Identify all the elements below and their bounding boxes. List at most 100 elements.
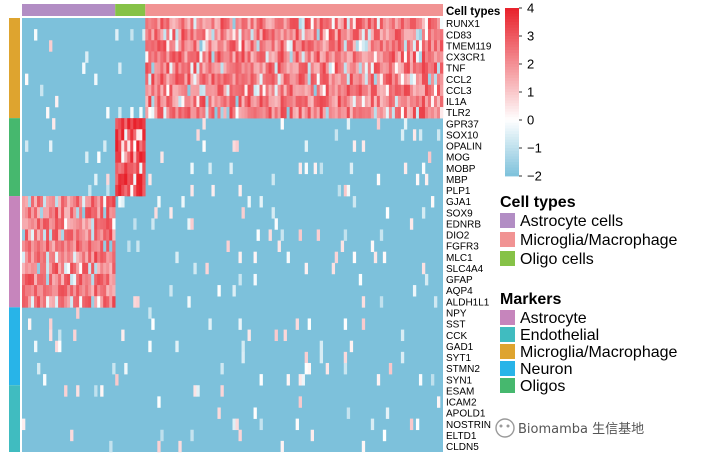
heatmap-cell <box>358 62 363 74</box>
heatmap-cell <box>169 62 173 74</box>
heatmap-cell <box>181 196 185 208</box>
heatmap-cell <box>400 18 405 30</box>
heatmap-cell <box>82 62 86 74</box>
heatmap-cell <box>409 40 414 52</box>
heatmap-cell <box>226 18 230 30</box>
heatmap-cell <box>358 273 363 286</box>
heatmap-cell <box>244 29 248 41</box>
heatmap-cell <box>244 84 248 97</box>
heatmap-cell <box>292 84 296 97</box>
heatmap-cell <box>220 18 224 30</box>
heatmap-cell <box>325 62 330 74</box>
heatmap-cell <box>58 251 62 264</box>
heatmap-cell <box>169 29 173 41</box>
legend-item-label: Microglia/Macrophage <box>520 344 678 361</box>
colorbar-segment <box>505 131 519 135</box>
heatmap-cell <box>100 240 104 252</box>
heatmap-cell <box>406 107 411 119</box>
heatmap-cell <box>415 62 420 74</box>
heatmap-cell <box>217 407 221 419</box>
heatmap-cell <box>184 40 188 52</box>
heatmap-cell <box>229 84 233 97</box>
heatmap-cell <box>232 95 236 108</box>
gene-label: CCK <box>446 331 467 342</box>
heatmap-cell <box>427 107 432 119</box>
heatmap-cell <box>70 196 74 208</box>
heatmap-cell <box>97 196 101 208</box>
heatmap-cell <box>352 18 357 30</box>
heatmap-cell <box>352 84 357 97</box>
heatmap-cell <box>202 18 206 30</box>
heatmap-cell <box>235 107 239 119</box>
heatmap-cell <box>139 118 143 130</box>
colorbar-segment <box>505 44 519 48</box>
heatmap-cell <box>139 162 143 175</box>
heatmap-cell <box>157 73 161 86</box>
heatmap-cell <box>343 107 348 119</box>
heatmap-cell <box>301 73 305 86</box>
heatmap-cell <box>211 62 215 74</box>
heatmap-cell <box>31 229 35 241</box>
heatmap-cell <box>343 73 348 86</box>
gene-label: GAD1 <box>446 342 474 353</box>
heatmap-cell <box>115 162 119 175</box>
heatmap-cell <box>223 51 227 63</box>
legend-title: Cell types <box>500 194 576 211</box>
heatmap-cell <box>70 273 74 286</box>
heatmap-cell <box>295 418 299 431</box>
heatmap-cell <box>427 51 432 63</box>
heatmap-cell <box>103 262 107 275</box>
heatmap-cell <box>292 107 296 119</box>
heatmap-cell <box>262 107 266 119</box>
marker-annotation-segment <box>9 307 20 386</box>
heatmap-cell <box>358 95 363 108</box>
heatmap-cell <box>67 240 71 252</box>
heatmap-cell <box>409 218 414 230</box>
heatmap-cell <box>64 196 68 208</box>
colorbar-segment <box>505 47 519 51</box>
heatmap-cell <box>118 162 122 175</box>
colorbar-segment <box>505 153 519 157</box>
heatmap-cell <box>49 296 53 308</box>
heatmap-cell <box>304 362 308 375</box>
heatmap-cell <box>280 62 284 74</box>
heatmap-cell <box>331 95 336 108</box>
heatmap-cell <box>241 73 245 86</box>
heatmap-cell <box>22 240 26 252</box>
heatmap-cell <box>319 40 324 52</box>
heatmap-cell <box>277 40 281 52</box>
heatmap-cell <box>352 107 357 119</box>
heatmap-cell <box>376 173 381 186</box>
heatmap-cell <box>325 29 330 41</box>
heatmap-cell <box>106 240 110 252</box>
gene-label: NOSTRIN <box>446 420 491 431</box>
heatmap-cell <box>346 18 351 30</box>
heatmap-cell <box>85 251 89 264</box>
heatmap-cell <box>121 196 125 208</box>
heatmap-cell <box>178 40 182 52</box>
heatmap-cell <box>361 318 366 330</box>
heatmap-cell <box>229 62 233 74</box>
heatmap-cell <box>343 62 348 74</box>
heatmap-cell <box>67 262 71 275</box>
gene-label: FGFR3 <box>446 242 479 253</box>
colorbar-segment <box>505 27 519 31</box>
heatmap-cell <box>145 40 149 52</box>
heatmap-cell <box>286 107 290 119</box>
heatmap-cell <box>199 95 203 108</box>
heatmap-cell <box>40 84 44 97</box>
heatmap-cell <box>166 18 170 30</box>
heatmap-cell <box>136 129 140 141</box>
heatmap-cell <box>235 73 239 86</box>
heatmap-cell <box>28 251 32 264</box>
heatmap-cell <box>130 129 134 141</box>
heatmap-cell <box>247 18 251 30</box>
heatmap-cell <box>400 51 405 63</box>
colorbar-segment <box>505 55 519 59</box>
heatmap-cell <box>409 107 414 119</box>
heatmap-cell <box>337 107 342 119</box>
heatmap-cell <box>154 84 158 97</box>
heatmap-cell <box>58 207 62 219</box>
heatmap-cell <box>439 40 444 52</box>
